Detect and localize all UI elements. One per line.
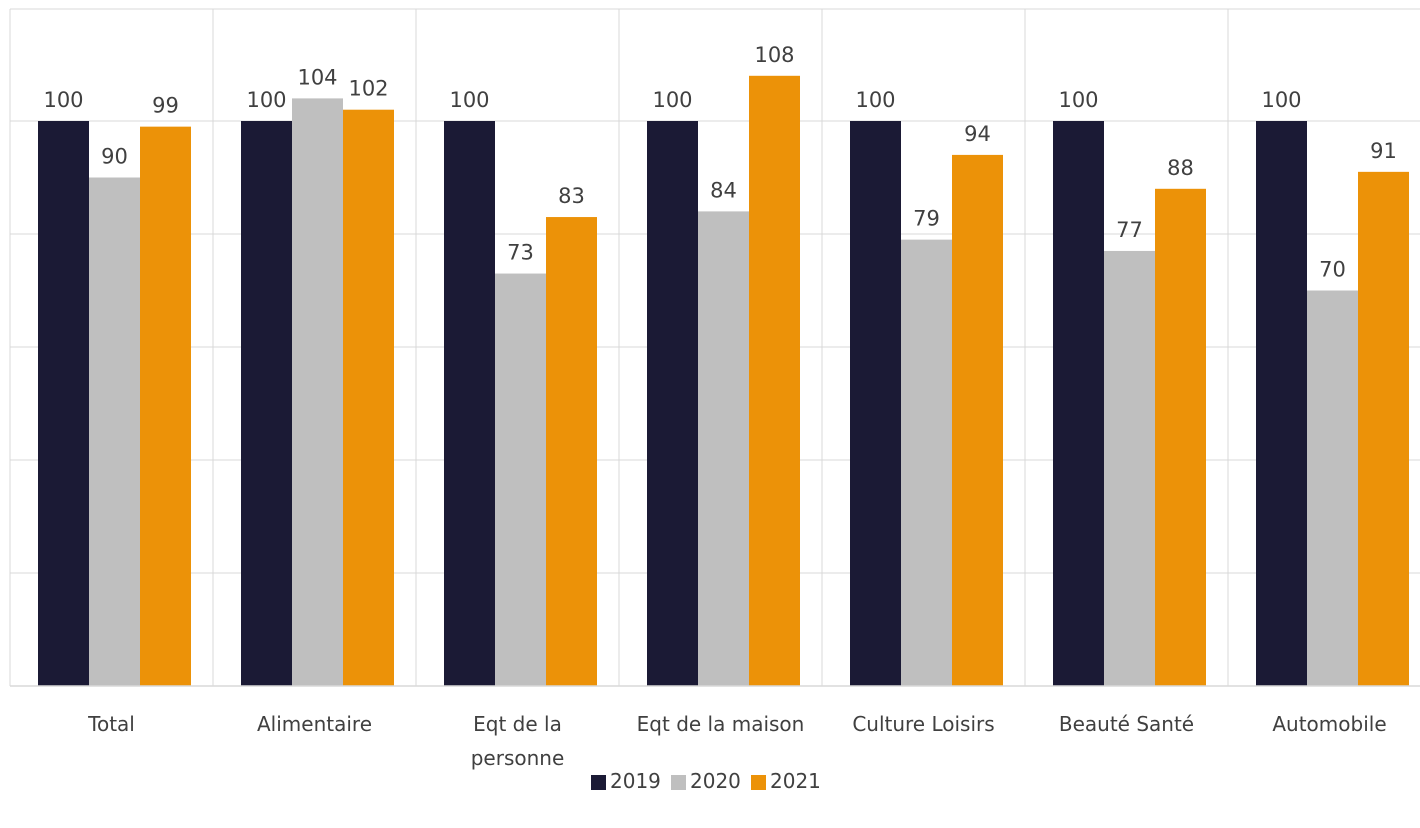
bar-2020 (901, 239, 952, 686)
bar-2020 (292, 98, 343, 686)
legend-swatch-2021 (751, 775, 766, 790)
bar-2021 (343, 109, 394, 686)
data-label: 84 (710, 178, 737, 202)
data-label: 77 (1116, 218, 1143, 242)
bar-2020 (1307, 290, 1358, 686)
bar-2020 (698, 211, 749, 686)
bar-2021 (952, 154, 1003, 686)
legend-label-2019: 2019 (610, 769, 661, 793)
bar-2019 (647, 121, 698, 686)
bar-2019 (241, 121, 292, 686)
bar-2019 (38, 121, 89, 686)
bar-2021 (140, 126, 191, 686)
data-label: 100 (1058, 88, 1098, 112)
x-tick-label: Alimentaire (257, 712, 372, 736)
data-label: 100 (855, 88, 895, 112)
bar-2020 (495, 273, 546, 686)
x-tick-label: Eqt de la (473, 712, 562, 736)
data-label: 100 (43, 88, 83, 112)
data-label: 100 (246, 88, 286, 112)
bar-2021 (749, 75, 800, 687)
x-tick-label: Total (87, 712, 135, 736)
data-label: 73 (507, 241, 534, 265)
legend-swatch-2020 (671, 775, 686, 790)
data-label: 100 (652, 88, 692, 112)
bar-2019 (444, 121, 495, 686)
x-tick-label: Eqt de la maison (637, 712, 805, 736)
data-label: 88 (1167, 156, 1194, 180)
bar-2019 (850, 121, 901, 686)
bar-2020 (1104, 250, 1155, 686)
x-tick-label: Automobile (1272, 712, 1386, 736)
bar-2019 (1256, 121, 1307, 686)
data-label: 104 (297, 65, 337, 89)
x-tick-label: Culture Loisirs (852, 712, 994, 736)
bar-2019 (1053, 121, 1104, 686)
legend-swatch-2019 (591, 775, 606, 790)
x-tick-label: personne (471, 746, 565, 770)
data-label: 100 (449, 88, 489, 112)
bar-2021 (1358, 171, 1409, 687)
legend-label-2021: 2021 (770, 769, 821, 793)
bar-2021 (1155, 188, 1206, 687)
bar-2021 (546, 217, 597, 687)
data-label: 94 (964, 122, 991, 146)
data-label: 102 (348, 77, 388, 101)
data-label: 91 (1370, 139, 1397, 163)
data-label: 108 (754, 43, 794, 67)
data-label: 79 (913, 207, 940, 231)
bar-2020 (89, 177, 140, 686)
data-label: 90 (101, 145, 128, 169)
data-label: 100 (1261, 88, 1301, 112)
data-label: 70 (1319, 258, 1346, 282)
legend-label-2020: 2020 (690, 769, 741, 793)
data-label: 83 (558, 184, 585, 208)
x-tick-label: Beauté Santé (1059, 712, 1194, 736)
data-label: 99 (152, 94, 179, 118)
